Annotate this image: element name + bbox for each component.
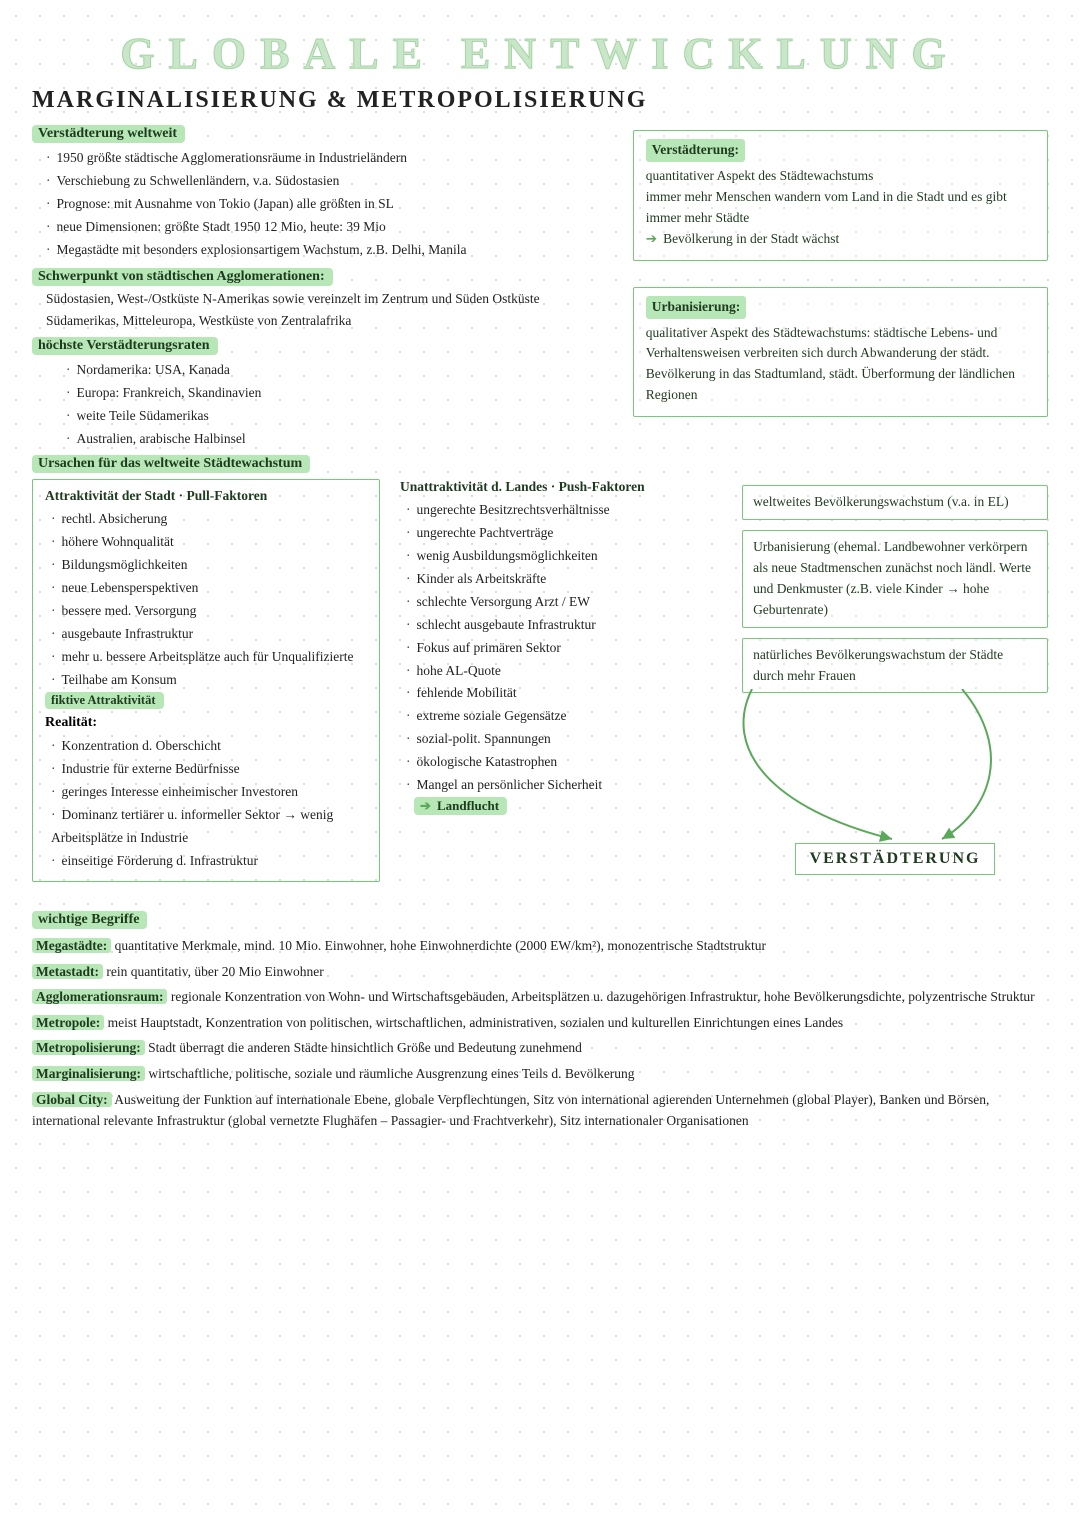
list-item: bessere med. Versorgung xyxy=(51,600,367,623)
right-col-top: Verstädterung: quantitativer Aspekt des … xyxy=(633,124,1048,451)
list-item: Europa: Frankreich, Skandinavien xyxy=(66,382,609,405)
list-item: neue Dimensionen: größte Stadt 1950 12 M… xyxy=(46,216,609,239)
list-item: wenig Ausbildungsmöglichkeiten xyxy=(406,545,722,568)
list-item: Industrie für externe Bedürfnisse xyxy=(51,758,367,781)
hoechste-rate-bullets: Nordamerika: USA, Kanada Europa: Frankre… xyxy=(32,359,609,451)
landflucht-label: Landflucht xyxy=(414,797,507,815)
left-col: Verstädterung weltweit 1950 größte städt… xyxy=(32,124,609,451)
factors-row: Attraktivität der Stadt · Pull-Faktoren … xyxy=(32,479,1048,882)
push-bullets: ungerechte Besitzrechtsverhältnisse unge… xyxy=(400,499,722,797)
term: Megastädte: xyxy=(32,938,111,953)
definition-text: Stadt überragt die anderen Städte hinsic… xyxy=(148,1040,582,1055)
list-item: Dominanz tertiärer u. informeller Sektor… xyxy=(51,804,367,850)
term: Agglomerationsraum: xyxy=(32,989,167,1004)
list-item: sozial-polit. Spannungen xyxy=(406,728,722,751)
list-item: Megastädte mit besonders explosionsartig… xyxy=(46,239,609,262)
label-schwerpunkt: Schwerpunkt von städtischen Agglomeratio… xyxy=(32,268,333,286)
push-title: Unattraktivität d. Landes · Push-Faktore… xyxy=(400,479,722,495)
page: GLOBALE ENTWICKLUNG MARGINALISIERUNG & M… xyxy=(0,0,1080,1176)
box-urbanisierung-title: Urbanisierung: xyxy=(646,296,747,319)
main-title: GLOBALE ENTWICKLUNG xyxy=(32,28,1048,79)
list-item: Konzentration d. Oberschicht xyxy=(51,735,367,758)
definition-text: regionale Konzentration von Wohn- und Wi… xyxy=(171,989,1035,1004)
term: Metropolisierung: xyxy=(32,1040,145,1055)
pull-panel: Attraktivität der Stadt · Pull-Faktoren … xyxy=(32,479,380,882)
definition-item: Agglomerationsraum: regionale Konzentrat… xyxy=(32,986,1048,1008)
schwerpunkt-text: Südostasien, West-/Ostküste N-Amerikas s… xyxy=(32,286,609,337)
list-item: schlecht ausgebaute Infrastruktur xyxy=(406,614,722,637)
list-item: Nordamerika: USA, Kanada xyxy=(66,359,609,382)
list-item: ungerechte Besitzrechtsverhältnisse xyxy=(406,499,722,522)
box-verstaedterung-title: Verstädterung: xyxy=(646,139,745,162)
right-box-2: Urbanisierung (ehemal. Landbewohner verk… xyxy=(742,530,1048,628)
right-box-3: natürliches Bevölkerungswachstum der Stä… xyxy=(742,638,1048,694)
list-item: einseitige Förderung d. Infrastruktur xyxy=(51,850,367,873)
box-urbanisierung-text: qualitativer Aspekt des Städtewachstums:… xyxy=(646,323,1035,407)
definition-item: Megastädte: quantitative Merkmale, mind.… xyxy=(32,935,1048,957)
definition-item: Metastadt: rein quantitativ, über 20 Mio… xyxy=(32,961,1048,983)
list-item: Kinder als Arbeitskräfte xyxy=(406,568,722,591)
list-item: Mangel an persönlicher Sicherheit xyxy=(406,774,722,797)
definition-text: rein quantitativ, über 20 Mio Einwohner xyxy=(106,964,323,979)
main-title-text: GLOBALE ENTWICKLUNG xyxy=(120,28,959,79)
list-item: ökologische Katastrophen xyxy=(406,751,722,774)
label-hoechste-rate: höchste Verstädterungsraten xyxy=(32,337,218,355)
term: Marginalisierung: xyxy=(32,1066,145,1081)
definition-item: Marginalisierung: wirtschaftliche, polit… xyxy=(32,1063,1048,1085)
definition-text: quantitative Merkmale, mind. 10 Mio. Ein… xyxy=(115,938,766,953)
term: Metropole: xyxy=(32,1015,104,1030)
list-item: Teilhabe am Konsum xyxy=(51,669,367,692)
section-title: MARGINALISIERUNG & METROPOLISIERUNG xyxy=(32,87,1048,114)
realitaet-bullets: Konzentration d. Oberschicht Industrie f… xyxy=(45,735,367,873)
list-item: höhere Wohnqualität xyxy=(51,531,367,554)
list-item: weite Teile Südamerikas xyxy=(66,405,609,428)
definition-text: wirtschaftliche, politische, soziale und… xyxy=(148,1066,634,1081)
pull-title: Attraktivität der Stadt · Pull-Faktoren xyxy=(45,488,367,504)
box-line: immer mehr Menschen wandern vom Land in … xyxy=(646,187,1035,229)
list-item: Fokus auf primären Sektor xyxy=(406,637,722,660)
box-line: quantitativer Aspekt des Städtewachstums xyxy=(646,166,1035,187)
label-verstaedterung-weltweit: Verstädterung weltweit xyxy=(32,125,185,143)
definition-item: Global City: Ausweitung der Funktion auf… xyxy=(32,1089,1048,1132)
box-arrow-line: Bevölkerung in der Stadt wächst xyxy=(646,229,1035,250)
label-ursachen: Ursachen für das weltweite Städtewachstu… xyxy=(32,455,310,473)
list-item: geringes Interesse einheimischer Investo… xyxy=(51,781,367,804)
term: Metastadt: xyxy=(32,964,103,979)
right-box-1: weltweites Bevölkerungswachstum (v.a. in… xyxy=(742,485,1048,520)
list-item: Prognose: mit Ausnahme von Tokio (Japan)… xyxy=(46,193,609,216)
top-row: Verstädterung weltweit 1950 größte städt… xyxy=(32,124,1048,451)
label-wichtige-begriffe: wichtige Begriffe xyxy=(32,911,147,929)
list-item: neue Lebensperspektiven xyxy=(51,577,367,600)
list-item: Bildungsmöglichkeiten xyxy=(51,554,367,577)
list-item: Australien, arabische Halbinsel xyxy=(66,428,609,451)
pull-bullets: rechtl. Absicherung höhere Wohnqualität … xyxy=(45,508,367,692)
list-item: 1950 größte städtische Agglomerationsräu… xyxy=(46,147,609,170)
list-item: schlechte Versorgung Arzt / EW xyxy=(406,591,722,614)
term: Global City: xyxy=(32,1092,112,1107)
right-stack: weltweites Bevölkerungswachstum (v.a. in… xyxy=(742,479,1048,882)
definition-item: Metropole: meist Hauptstadt, Konzentrati… xyxy=(32,1012,1048,1034)
definition-item: Metropolisierung: Stadt überragt die and… xyxy=(32,1037,1048,1059)
list-item: extreme soziale Gegensätze xyxy=(406,705,722,728)
definitions-list: Megastädte: quantitative Merkmale, mind.… xyxy=(32,935,1048,1132)
list-item: mehr u. bessere Arbeitsplätze auch für U… xyxy=(51,646,367,669)
definitions-section: wichtige Begriffe Megastädte: quantitati… xyxy=(32,910,1048,1132)
verstaedterung-bullets: 1950 größte städtische Agglomerationsräu… xyxy=(32,147,609,262)
realitaet-label: Realität: xyxy=(45,715,367,731)
definition-text: meist Hauptstadt, Konzentration von poli… xyxy=(108,1015,844,1030)
list-item: Verschiebung zu Schwellenländern, v.a. S… xyxy=(46,170,609,193)
push-panel: Unattraktivität d. Landes · Push-Faktore… xyxy=(400,479,722,882)
box-urbanisierung: Urbanisierung: qualitativer Aspekt des S… xyxy=(633,287,1048,418)
list-item: ausgebaute Infrastruktur xyxy=(51,623,367,646)
fiktiv-label: fiktive Attraktivität xyxy=(45,692,164,709)
result-verstaedterung: VERSTÄDTERUNG xyxy=(795,843,996,875)
list-item: ungerechte Pachtverträge xyxy=(406,522,722,545)
list-item: fehlende Mobilität xyxy=(406,682,722,705)
list-item: hohe AL-Quote xyxy=(406,660,722,683)
box-verstaedterung: Verstädterung: quantitativer Aspekt des … xyxy=(633,130,1048,261)
definition-text: Ausweitung der Funktion auf internationa… xyxy=(32,1092,989,1129)
list-item: rechtl. Absicherung xyxy=(51,508,367,531)
